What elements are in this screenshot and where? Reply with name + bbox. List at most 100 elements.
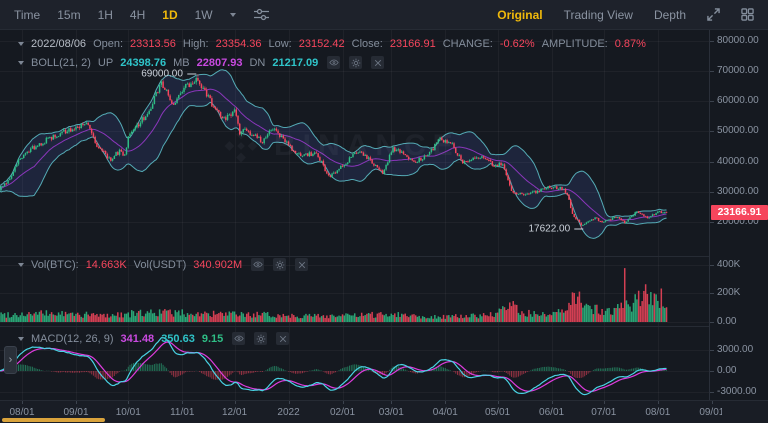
low-value: 23152.42 — [298, 38, 345, 50]
price-axis-label: 70000.00 — [710, 65, 759, 77]
collapse-caret-icon[interactable] — [18, 42, 24, 46]
time-axis-tick — [604, 401, 605, 404]
vol-btc-label: Vol(BTC): — [31, 258, 79, 271]
time-axis-label: 08/01 — [645, 407, 671, 418]
view-original[interactable]: Original — [497, 7, 543, 22]
time-axis-tick — [76, 401, 77, 404]
vol-usdt-value: 340.902M — [193, 258, 243, 271]
time-axis-label: 06/01 — [539, 407, 565, 418]
time-axis-tick — [498, 401, 499, 404]
price-axis-label: 40000.00 — [710, 155, 759, 167]
macd-dif-value: 350.63 — [161, 332, 195, 345]
time-axis-tick — [445, 401, 446, 404]
boll-dn-value: 21217.09 — [272, 56, 319, 69]
time-axis-tick — [391, 401, 392, 404]
view-depth[interactable]: Depth — [653, 7, 686, 22]
collapse-caret-icon[interactable] — [18, 336, 24, 341]
high-price-annotation: 69000.00 — [141, 69, 196, 80]
panel-expand-button[interactable]: › — [4, 346, 17, 374]
low-label: Low: — [268, 38, 292, 50]
collapse-caret-icon[interactable] — [18, 262, 24, 267]
time-axis[interactable]: 08/01 09/01 10/01 11/01 12/01 2022 02/01 03/01 0… — [0, 400, 768, 423]
fullscreen-icon[interactable] — [707, 8, 720, 21]
boll-dn-label: DN — [249, 56, 266, 69]
amplitude-value: 0.87% — [614, 38, 646, 50]
change-value: -0.62% — [499, 38, 535, 50]
annotation-dash — [186, 73, 196, 75]
low-price-annotation: 17622.00 — [528, 223, 584, 235]
macd-hist-value: 9.15 — [201, 332, 224, 345]
volume-axis-label: 400K — [709, 259, 741, 270]
last-price-badge: 23166.91 — [711, 204, 768, 220]
vol-usdt-label: Vol(USDT) — [133, 258, 187, 271]
macd-axis-label: -3000.00 — [709, 386, 757, 398]
view-tradingview[interactable]: Trading View — [563, 7, 633, 22]
interval-4h[interactable]: 4H — [129, 7, 146, 22]
time-axis-tick — [552, 401, 553, 404]
price-axis-label: 20000.00 — [710, 215, 759, 227]
time-axis-label: 05/01 — [485, 407, 511, 418]
gear-icon[interactable] — [349, 56, 363, 69]
volume-axis-label: 0.00 — [709, 315, 737, 327]
interval-dropdown-icon[interactable] — [229, 12, 236, 17]
eye-icon[interactable] — [327, 56, 341, 69]
time-axis-tick — [289, 401, 290, 404]
boll-legend: BOLL(21, 2) UP 24398.76 MB 22807.93 DN 2… — [18, 56, 385, 69]
time-axis-tick — [22, 401, 23, 404]
eye-icon[interactable] — [232, 332, 246, 345]
time-axis-label: 08/01 — [9, 407, 35, 418]
amplitude-label: AMPLITUDE: — [541, 38, 608, 50]
time-axis-label: 03/01 — [378, 407, 404, 418]
indicator-settings-icon[interactable] — [253, 8, 270, 21]
interval-15m[interactable]: 15m — [57, 7, 81, 22]
close-icon[interactable] — [295, 258, 309, 271]
close-icon[interactable] — [371, 56, 385, 69]
close-icon[interactable] — [276, 332, 290, 345]
price-axis-label: 30000.00 — [710, 185, 759, 197]
boll-up-value: 24398.76 — [120, 56, 167, 69]
boll-up-label: UP — [97, 56, 114, 69]
ohlc-legend: 2022/08/06 Open: 23313.56 High: 23354.36… — [18, 38, 646, 50]
collapse-caret-icon[interactable] — [18, 60, 24, 65]
high-annotation-text: 69000.00 — [141, 68, 183, 80]
macd-legend: MACD(12, 26, 9) 341.48 350.63 9.15 — [18, 332, 290, 345]
close-value: 23166.91 — [389, 38, 436, 50]
volume-legend: Vol(BTC): 14.663K Vol(USDT) 340.902M — [18, 258, 309, 271]
open-value: 23313.56 — [130, 38, 176, 50]
time-axis-label: 12/01 — [222, 407, 248, 418]
high-label: High: — [182, 38, 209, 50]
vol-btc-value: 14.663K — [85, 258, 127, 271]
time-axis-label: 09/01 — [63, 407, 89, 418]
time-axis-tick — [343, 401, 344, 404]
price-chart-canvas[interactable] — [0, 30, 710, 400]
interval-1d[interactable]: 1D — [162, 7, 178, 22]
gear-icon[interactable] — [273, 258, 287, 271]
layout-grid-icon[interactable] — [741, 8, 754, 21]
close-label: Close: — [351, 38, 383, 50]
open-label: Open: — [93, 38, 124, 50]
macd-dea-value: 341.48 — [120, 332, 155, 345]
change-label: CHANGE: — [442, 38, 493, 50]
time-axis-label: 04/01 — [432, 407, 458, 418]
interval-1h[interactable]: 1H — [97, 7, 113, 22]
chart-toolbar: Time 15m 1H 4H 1D 1W Original Trading Vi… — [0, 0, 768, 30]
time-axis-tick — [128, 401, 129, 404]
time-axis-label: 11/01 — [170, 407, 195, 418]
gear-icon[interactable] — [254, 332, 268, 345]
time-axis-label: 2022 — [277, 407, 300, 418]
macd-axis-label: 0.00 — [709, 365, 737, 376]
price-axis-label: 50000.00 — [710, 125, 759, 137]
boll-mb-value: 22807.93 — [196, 56, 243, 69]
time-menu[interactable]: Time — [14, 7, 41, 22]
low-annotation-text: 17622.00 — [528, 223, 571, 235]
high-value: 23354.36 — [215, 38, 262, 50]
interval-1w[interactable]: 1W — [194, 7, 213, 22]
annotation-dash — [574, 228, 584, 230]
chart-area: BINANCE 2022/08/06 Open: 23313.56 High: … — [0, 30, 768, 400]
boll-name: BOLL(21, 2) — [31, 56, 91, 69]
chart-scrollbar[interactable] — [2, 418, 105, 422]
time-axis-tick — [182, 401, 183, 404]
time-axis-label: 10/01 — [115, 407, 141, 418]
volume-axis-label: 200K — [709, 287, 741, 299]
eye-icon[interactable] — [251, 258, 265, 271]
